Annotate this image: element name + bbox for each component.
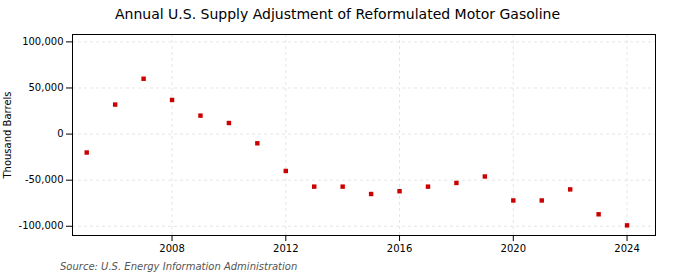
svg-text:2020: 2020 (501, 243, 526, 254)
svg-text:2008: 2008 (159, 243, 184, 254)
html-text:Source: U.S. Energy Informatio: Source: U.S. Energy Information Administ… (60, 261, 298, 272)
svg-text:0: 0 (57, 128, 63, 139)
svg-text:50,000: 50,000 (29, 82, 64, 93)
svg-text:2012: 2012 (273, 243, 298, 254)
svg-text:100,000: 100,000 (22, 36, 63, 47)
svg-text:2016: 2016 (387, 243, 412, 254)
svg-text:Thousand Barrels: Thousand Barrels (2, 91, 13, 179)
svg-text:-100,000: -100,000 (19, 220, 64, 231)
html-text:Annual U.S. Supply Adjustment: Annual U.S. Supply Adjustment of Reformu… (114, 6, 561, 22)
svg-text:2024: 2024 (614, 243, 639, 254)
svg-text:-50,000: -50,000 (25, 174, 64, 185)
